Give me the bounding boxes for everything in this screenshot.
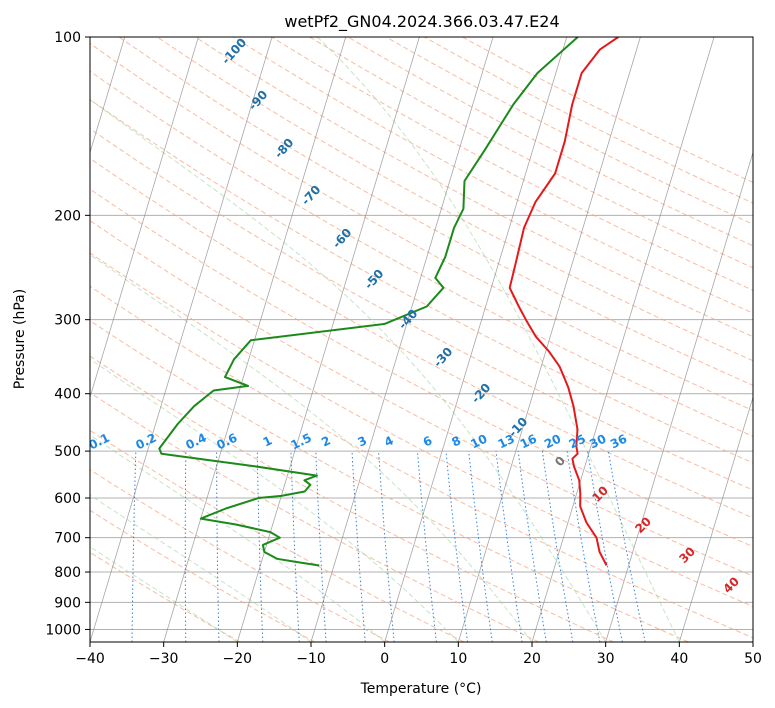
mixing-ratio-line [607, 451, 646, 642]
y-tick-label: 800 [54, 565, 81, 581]
chart-title: wetPf2_GN04.2024.366.03.47.E24 [284, 12, 559, 32]
mixing-ratio-label: 30 [587, 432, 608, 452]
mixing-ratio-label: 10 [468, 432, 489, 452]
profile-series [158, 37, 619, 567]
dry-adiabat-line [271, 37, 753, 291]
dry-adiabat-line [90, 551, 241, 642]
mixing-ratio-line [416, 451, 437, 642]
x-tick-label: −10 [296, 651, 326, 667]
moist-adiabat-line [90, 546, 238, 642]
pressure-gridlines [90, 37, 753, 630]
x-tick-label: 20 [523, 651, 541, 667]
mixing-ratio-line [495, 451, 523, 642]
y-tick-label: 200 [54, 208, 81, 224]
isotherm-line [236, 37, 420, 642]
mixing-ratio-line [587, 451, 623, 642]
x-tick-label: 30 [597, 651, 615, 667]
dry-adiabat-line [90, 285, 753, 639]
dry-adiabat-line [90, 429, 465, 642]
isotherm-line [605, 150, 753, 642]
mixing-ratio-lines [131, 451, 646, 642]
y-tick-label: 500 [54, 444, 81, 460]
x-tick-label: −40 [75, 651, 105, 667]
mixing-ratio-label: 20 [542, 432, 563, 452]
x-tick-label: 50 [744, 651, 762, 667]
dry-adiabat-line [90, 98, 753, 464]
isotherm-line [531, 37, 715, 642]
plot-frame [89, 36, 754, 643]
mixing-ratio-label: 13 [496, 432, 517, 452]
dry-adiabat-line [90, 320, 689, 642]
mixing-ratio-label: 25 [567, 432, 588, 452]
dry-adiabat-line [195, 37, 753, 338]
y-tick-label: 900 [54, 595, 81, 611]
dry-adiabat-line [90, 128, 753, 491]
moist-adiabat-line [90, 494, 312, 642]
dry-adiabat-line [156, 37, 753, 362]
mixing-ratio-label: 16 [518, 432, 539, 452]
mixing-ratio-label: 36 [608, 432, 629, 452]
isotherm-line [90, 37, 199, 399]
dry-adiabat-line [90, 219, 753, 577]
dry-adiabat-line [90, 157, 753, 519]
moist-adiabat-line [90, 253, 533, 642]
isotherm-line [90, 37, 126, 154]
isotherm-line [457, 37, 641, 642]
moist-adiabat-line [317, 37, 680, 642]
isotherm-line [384, 37, 568, 642]
mixing-ratio-line [445, 451, 468, 642]
y-tick-label: 1000 [45, 622, 81, 638]
dry-adiabat-line [90, 252, 753, 608]
y-tick-label: 600 [54, 491, 81, 507]
x-tick-label: 40 [670, 651, 688, 667]
x-tick-label: −20 [223, 651, 253, 667]
x-tick-label: 0 [380, 651, 389, 667]
isotherm-line [310, 37, 494, 642]
moist-adiabat-line [90, 358, 459, 642]
y-tick-label: 300 [54, 313, 81, 329]
y-tick-label: 100 [54, 30, 81, 46]
mixing-ratio-line [517, 451, 547, 642]
temperature-profile-line [508, 37, 619, 566]
y-tick-label: 700 [54, 531, 81, 547]
dry-adiabat-line [90, 469, 390, 642]
x-axis-ticks: −40 −30 −20 −10 0 10 20 30 40 50 [75, 642, 762, 667]
x-axis-title: Temperature (°C) [360, 681, 482, 697]
mixing-ratio-line [468, 451, 493, 642]
dry-adiabat-line [90, 355, 614, 642]
x-tick-label: 10 [449, 651, 467, 667]
y-axis-title: Pressure (hPa) [12, 289, 28, 389]
isotherm-line [90, 37, 273, 642]
y-axis-ticks: 100 200 300 400 500 600 700 800 900 1000 [45, 30, 90, 638]
dry-adiabat-line [233, 37, 753, 314]
mixing-ratio-line [378, 451, 395, 642]
x-tick-label: −30 [149, 651, 179, 667]
y-tick-label: 400 [54, 387, 81, 403]
moist-adiabat-line [90, 99, 607, 642]
dewpoint-profile-line [158, 37, 579, 567]
dry-adiabat-line [118, 37, 753, 386]
dry-adiabats [90, 37, 753, 642]
isotherm-line [678, 395, 753, 642]
